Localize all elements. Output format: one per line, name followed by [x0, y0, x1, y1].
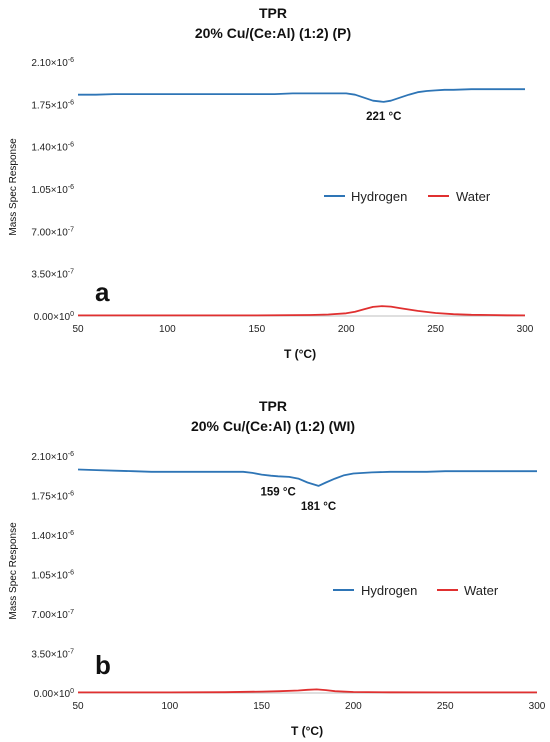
y-tick-label: 7.00×10-7 [31, 226, 74, 238]
panel-label: b [95, 650, 111, 680]
panel-label: a [95, 277, 110, 307]
chart-title: TPR [259, 5, 287, 21]
x-tick-label: 300 [517, 324, 534, 335]
legend-label-water: Water [456, 189, 491, 204]
y-tick-label: 2.10×10-6 [31, 57, 74, 69]
legend: Hydrogen Water [333, 583, 499, 598]
legend-label-water: Water [464, 583, 499, 598]
x-tick-label: 50 [72, 701, 84, 712]
legend-label-hydrogen: Hydrogen [351, 189, 407, 204]
x-tick-label: 300 [529, 701, 546, 712]
legend-label-hydrogen: Hydrogen [361, 583, 417, 598]
y-tick-label: 1.75×10-6 [31, 99, 74, 111]
x-axis-label: T (°C) [291, 724, 323, 738]
x-tick-label: 200 [345, 701, 362, 712]
series-line-hydrogen [78, 88, 525, 103]
chart-panel-b: TPR 20% Cu/(Ce:Al) (1:2) (WI) 50 100 150 20… [8, 398, 546, 738]
plot-area: 50 100 150 200 250 300 0.00×100 3.50×10-7 7.00×1… [31, 451, 545, 712]
legend: Hydrogen Water [324, 189, 491, 204]
x-tick-label: 150 [253, 701, 270, 712]
y-axis-label: Mass Spec Response [8, 138, 19, 236]
chart-subtitle: 20% Cu/(Ce:Al) (1:2) (P) [195, 25, 351, 41]
peak-annotation: 221 °C [366, 111, 401, 123]
peak-annotation: 159 °C [260, 487, 295, 499]
x-tick-label: 100 [161, 701, 178, 712]
peak-annotation: 181 °C [301, 501, 336, 513]
x-tick-label: 150 [248, 324, 265, 335]
y-tick-label: 1.40×10-6 [31, 530, 74, 542]
chart-panel-a: TPR 20% Cu/(Ce:Al) (1:2) (P) 50 100 150 200… [8, 5, 534, 361]
y-axis-label: Mass Spec Response [8, 522, 19, 620]
x-tick-label: 250 [427, 324, 444, 335]
y-tick-label: 1.05×10-6 [31, 184, 74, 196]
series-line-water [78, 688, 537, 694]
y-tick-label: 2.10×10-6 [31, 451, 74, 463]
x-tick-label: 100 [159, 324, 176, 335]
plot-area: 50 100 150 200 250 300 0.00×100 3.50×10-7 7.00×1… [31, 57, 533, 335]
y-tick-label: 3.50×10-7 [31, 649, 74, 661]
x-tick-label: 50 [72, 324, 84, 335]
y-tick-label: 1.40×10-6 [31, 142, 74, 154]
x-axis-label: T (°C) [284, 347, 316, 361]
series-line-hydrogen [77, 468, 537, 487]
series-line-water [78, 305, 526, 317]
y-tick-label: 1.05×10-6 [31, 570, 74, 582]
y-tick-label: 1.75×10-6 [31, 491, 74, 503]
chart-subtitle: 20% Cu/(Ce:Al) (1:2) (WI) [191, 418, 355, 434]
y-tick-label: 0.00×100 [34, 311, 74, 323]
y-tick-label: 3.50×10-7 [31, 269, 74, 281]
x-tick-label: 200 [338, 324, 355, 335]
y-tick-label: 7.00×10-7 [31, 609, 74, 621]
x-tick-label: 250 [437, 701, 454, 712]
chart-title: TPR [259, 398, 287, 414]
y-tick-label: 0.00×100 [34, 688, 74, 700]
